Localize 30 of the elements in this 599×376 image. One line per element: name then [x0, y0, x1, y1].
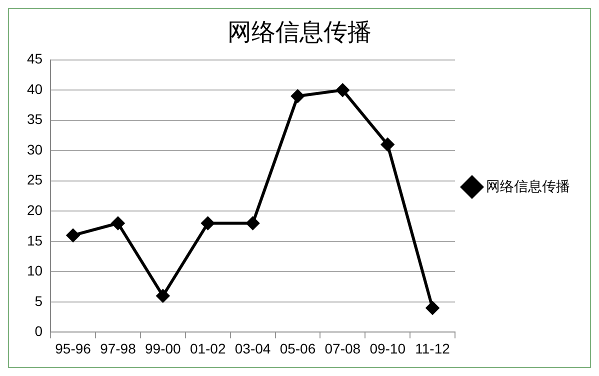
point: [111, 216, 124, 230]
y-tick-label: 20: [26, 202, 43, 218]
y-tick-label: 40: [26, 80, 43, 97]
x-tick-label: 01-02: [190, 340, 226, 356]
x-tick-label: 11-12: [415, 340, 450, 356]
y-tick-label: 25: [26, 172, 43, 188]
x-tick-label: 05-06: [280, 340, 316, 356]
point: [336, 84, 350, 97]
chart-title: 网络信息传播: [228, 19, 372, 46]
y-tick-label: 35: [26, 111, 43, 128]
x-tick-label: 07-08: [324, 340, 361, 356]
x-tick-label: 97-98: [100, 340, 136, 356]
x-tick-label: 03-04: [234, 340, 271, 356]
point: [291, 90, 304, 103]
point: [246, 216, 260, 230]
point: [156, 289, 170, 302]
y-tick-label: 30: [26, 141, 43, 158]
y-tick-label: 5: [34, 292, 43, 309]
point: [426, 301, 440, 314]
y-tick-label: 45: [26, 50, 43, 67]
y-tick-label: 10: [26, 262, 43, 279]
point: [201, 216, 214, 230]
legend-label: 网络信息传播: [486, 178, 570, 194]
point: [66, 228, 80, 242]
x-tick-label: 09-10: [370, 340, 406, 356]
x-tick-label: 99-00: [145, 340, 182, 356]
x-tick-label: 95-96: [55, 340, 92, 356]
point: [381, 138, 394, 152]
y-tick-label: 15: [26, 232, 43, 248]
y-tick-label: 0: [34, 323, 43, 340]
